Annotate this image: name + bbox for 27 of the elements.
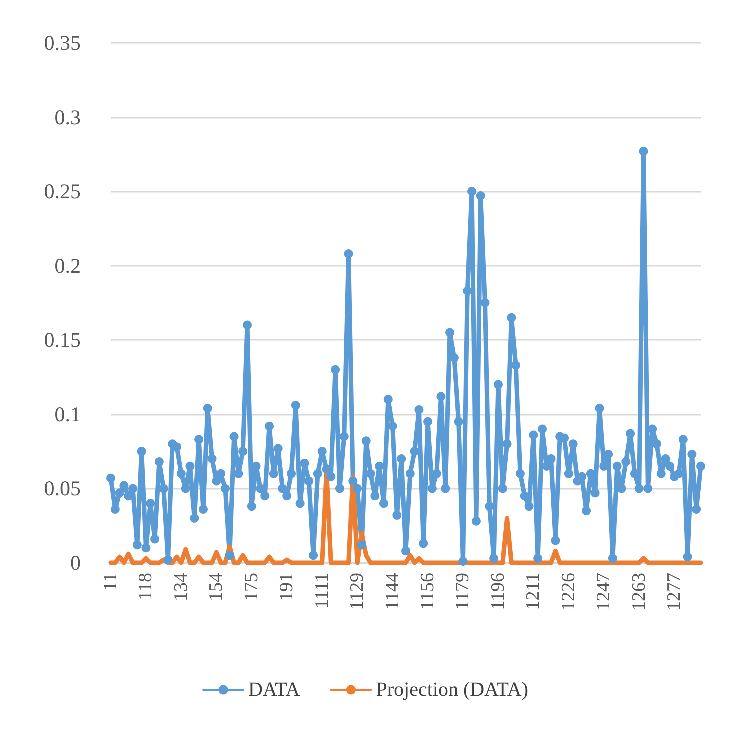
y-tick-label: 0.2 bbox=[54, 254, 81, 278]
x-tick-label: 1111 bbox=[312, 573, 333, 609]
legend-label: Projection (DATA) bbox=[376, 679, 528, 701]
x-tick-label: 134 bbox=[170, 572, 192, 602]
legend-label: DATA bbox=[248, 679, 301, 701]
x-tick-label: 1196 bbox=[488, 573, 509, 610]
y-tick-label: 0.3 bbox=[54, 105, 81, 130]
x-tick-label: 1263 bbox=[628, 573, 650, 611]
y-tick-label: 0.35 bbox=[44, 31, 81, 55]
y-tick-label: 0 bbox=[70, 551, 81, 575]
y-tick-label: 0.05 bbox=[44, 476, 81, 501]
x-tick-label: 175 bbox=[241, 573, 262, 602]
x-tick-label: 1179 bbox=[452, 573, 474, 610]
x-tick-label: 191 bbox=[276, 573, 298, 602]
x-tick-label: 1247 bbox=[594, 573, 615, 611]
x-tick-label: 1211 bbox=[523, 573, 544, 610]
x-tick-label: 118 bbox=[136, 573, 157, 601]
x-tick-label: 1129 bbox=[347, 573, 368, 610]
x-tick-label: 1226 bbox=[558, 573, 580, 611]
y-tick-label: 0.15 bbox=[44, 328, 81, 352]
x-tick-label: 154 bbox=[206, 572, 228, 602]
y-tick-label: 0.1 bbox=[54, 402, 81, 426]
x-tick-label: 1156 bbox=[418, 573, 439, 610]
x-tick-label: 1277 bbox=[664, 573, 686, 611]
y-tick-label: 0.25 bbox=[44, 180, 81, 204]
x-tick-label: 11 bbox=[100, 573, 122, 592]
x-tick-label: 1144 bbox=[382, 572, 404, 610]
